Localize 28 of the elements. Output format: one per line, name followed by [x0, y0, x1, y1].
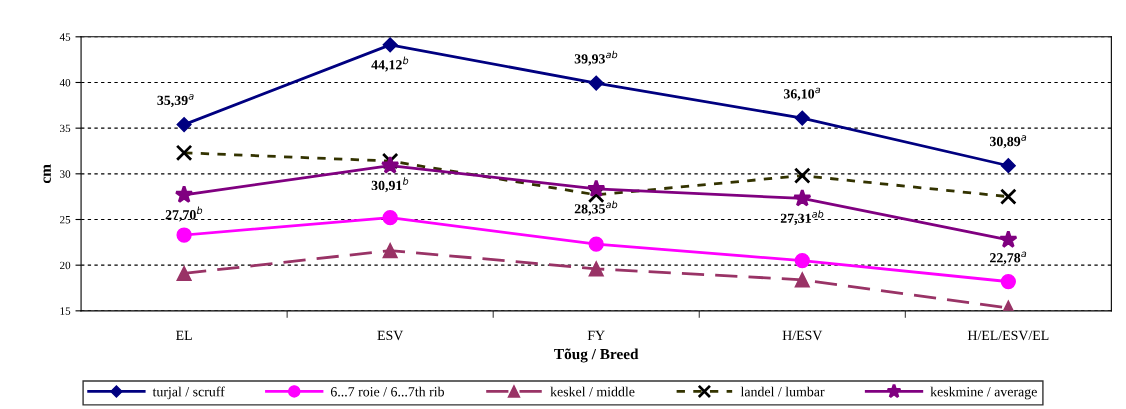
x-tick-label: FY [587, 330, 605, 340]
data-label: 35,39$^{a}$ [157, 94, 194, 108]
x-tick-label: H/ESV [782, 330, 823, 341]
y-tick-label: 15 [60, 307, 71, 315]
data-label: 30,89$^{a}$ [989, 135, 1027, 149]
y-tick-label: 45 [59, 33, 71, 41]
y-tick-label: 35 [60, 124, 71, 133]
legend-label: 6...7 roie / 6...7th rib [330, 386, 445, 397]
y-axis-title: cm [43, 164, 51, 184]
x-tick-label: EL [176, 330, 192, 340]
data-label: 27,70$^{b}$ [165, 206, 203, 222]
data-label: 28,35$^{ab}$ [574, 200, 618, 216]
legend-label: keskmine / average [930, 386, 1037, 400]
data-label: 30,91$^{b}$ [371, 177, 409, 193]
x-tick-label: H/EL/ESV/EL [967, 330, 1049, 341]
data-label: 44,12$^{b}$ [371, 56, 409, 72]
legend-label: keskel / middle [550, 386, 635, 397]
x-tick-label: ESV [377, 330, 404, 341]
data-label: 39,93$^{ab}$ [574, 50, 618, 66]
data-label: 22,78$^{a}$ [990, 251, 1027, 265]
legend-label: landel / lumbar [740, 386, 825, 397]
x-axis-title: Tõug / Breed [554, 348, 639, 363]
y-tick-label: 25 [60, 215, 71, 224]
y-tick-label: 40 [59, 78, 71, 87]
y-tick-label: 30 [60, 170, 71, 178]
data-label: 36,10$^{a}$ [783, 87, 821, 101]
y-tick-label: 20 [60, 261, 71, 270]
legend-label: turjal / scruff [152, 386, 225, 400]
